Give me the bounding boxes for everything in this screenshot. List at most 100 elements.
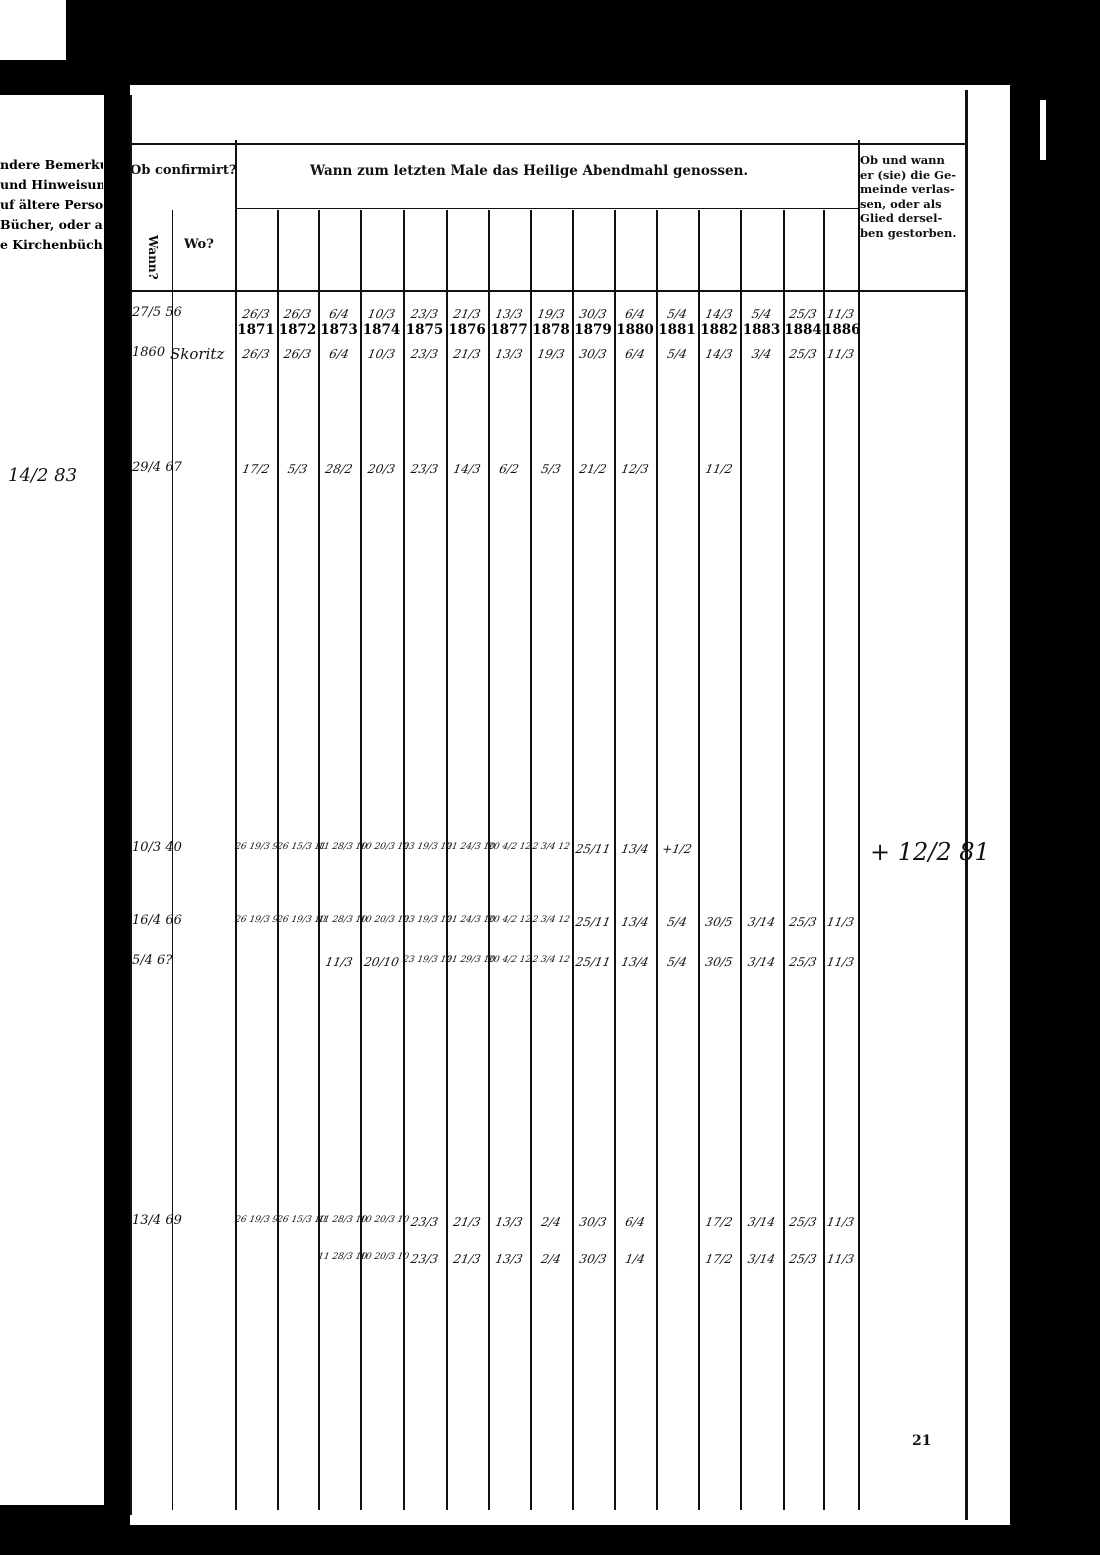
column-divider <box>488 210 490 1510</box>
communion-date-1878: 2/4 <box>540 1215 562 1229</box>
communion-date-1882: 30/5 <box>704 955 734 969</box>
column-divider <box>572 210 574 1510</box>
communion-date-1882: 14/3 <box>704 347 734 361</box>
communion-date-1880: 6/4 <box>624 1215 646 1229</box>
communion-date-1875: 23 19/3 10 <box>402 915 453 925</box>
border-right <box>965 90 968 1520</box>
left-line: uf ältere Perso- <box>0 197 103 212</box>
communion-date-1874: 10/3 <box>366 307 397 321</box>
communion-date-1872: 26 15/3 11 <box>276 842 327 852</box>
communion-date-1881: 5/4 <box>666 307 688 321</box>
entry-date-when: 1860 <box>132 345 166 360</box>
communion-date-1883: 3/14 <box>746 1215 777 1229</box>
left-line: und Hinweisun- <box>0 177 103 192</box>
header-line: Glied dersel- <box>860 211 943 225</box>
communion-date-1881: +1/2 <box>661 842 693 856</box>
communion-date-1884: 25/3 <box>788 955 818 969</box>
header-line: meinde verlas- <box>860 182 955 196</box>
column-divider <box>698 210 700 1510</box>
communion-date-1884: 25/3 <box>788 1252 818 1266</box>
divider-when <box>172 210 173 1510</box>
communion-date-1879: 30/3 <box>578 347 608 361</box>
communion-date-1874: 10/3 <box>366 347 397 361</box>
communion-date-1884: 25/3 <box>788 1215 818 1229</box>
year-header-1880: 1880 <box>616 322 654 338</box>
communion-date-1882: 17/2 <box>704 1215 734 1229</box>
communion-date-1877: 20 4/2 12 <box>487 955 533 965</box>
left-line: Bücher, oder auf <box>0 217 103 232</box>
entry-date-when: 10/3 40 <box>132 840 182 855</box>
communion-date-1880: 13/4 <box>620 915 650 929</box>
entry-date-when: 27/5 56 <box>132 305 182 320</box>
communion-date-1873: 11 28/3 10 <box>317 842 368 852</box>
scan-edge <box>0 0 66 60</box>
year-header-1886: 1886 <box>823 322 861 338</box>
communion-date-1880: 6/4 <box>624 347 646 361</box>
column-divider <box>740 210 742 1510</box>
communion-date-1872: 5/3 <box>286 462 309 476</box>
header-line: er (sie) die Ge- <box>860 167 957 182</box>
communion-date-1871: 17/2 <box>241 462 271 476</box>
communion-date-1883: 3/14 <box>746 1252 777 1266</box>
header-when: Wann? <box>146 235 160 280</box>
communion-date-1877: 13/3 <box>494 347 524 361</box>
page-number: 21 <box>912 1433 932 1449</box>
communion-date-1876: 21/3 <box>452 1252 482 1266</box>
communion-date-1873: 11 28/3 10 <box>317 915 368 925</box>
communion-date-1875: 23/3 <box>409 462 440 476</box>
communion-date-1881: 5/4 <box>666 915 688 929</box>
column-divider <box>783 210 785 1510</box>
communion-date-1880: 1/4 <box>624 1252 646 1266</box>
communion-date-1873: 11 28/3 10 <box>317 1252 368 1262</box>
communion-date-1872: 26/3 <box>282 347 313 361</box>
year-header-1876: 1876 <box>448 322 486 338</box>
header-where: Wo? <box>184 237 214 252</box>
column-divider <box>446 210 448 1510</box>
communion-date-1877: 13/3 <box>494 307 524 321</box>
communion-date-1880: 13/4 <box>620 842 650 856</box>
year-header-1883: 1883 <box>742 322 781 338</box>
communion-date-1874: 10 20/3 10 <box>359 915 410 925</box>
communion-date-1872: 26/3 <box>282 307 313 321</box>
year-header-1879: 1879 <box>574 322 612 338</box>
communion-date-1886: 11/3 <box>825 955 856 969</box>
year-header-1884: 1884 <box>784 322 822 338</box>
communion-date-1879: 21/2 <box>578 462 608 476</box>
year-header-1878: 1878 <box>532 322 570 338</box>
communion-date-1884: 25/3 <box>788 307 818 321</box>
communion-date-1884: 25/3 <box>788 915 818 929</box>
communion-date-1886: 11/3 <box>825 915 856 929</box>
header-confirmed: Ob confirmirt? <box>130 163 237 178</box>
communion-date-1878: 5/3 <box>540 462 562 476</box>
communion-date-1874: 10 20/3 10 <box>359 1252 410 1262</box>
communion-date-1886: 11/3 <box>825 1252 856 1266</box>
communion-date-1871: 26/3 <box>241 307 271 321</box>
communion-date-1873: 11/3 <box>324 955 354 969</box>
year-header-1882: 1882 <box>700 322 738 338</box>
header-line: ben gestorben. <box>860 225 957 240</box>
communion-date-1878: 2 3/4 12 <box>531 915 571 925</box>
communion-date-1876: 21/3 <box>452 307 482 321</box>
communion-date-1880: 12/3 <box>620 462 650 476</box>
communion-date-1881: 5/4 <box>666 955 688 969</box>
communion-date-1876: 21/3 <box>452 1215 482 1229</box>
communion-date-1886: 11/3 <box>825 347 856 361</box>
communion-date-1876: 21 24/3 10 <box>445 915 496 925</box>
left-page-note: 14/2 83 <box>8 465 78 486</box>
communion-date-1877: 20 4/2 12 <box>487 915 533 925</box>
communion-date-1883: 5/4 <box>750 307 773 321</box>
column-divider <box>360 210 362 1510</box>
communion-date-1878: 2 3/4 12 <box>531 955 571 965</box>
communion-date-1874: 20/3 <box>366 462 397 476</box>
communion-date-1879: 30/3 <box>578 1215 608 1229</box>
entry-place: Skoritz <box>170 345 225 363</box>
column-divider <box>656 210 658 1510</box>
communion-date-1878: 2 3/4 12 <box>531 842 571 852</box>
communion-date-1879: 30/3 <box>578 307 608 321</box>
communion-date-1873: 6/4 <box>328 307 350 321</box>
communion-date-1877: 20 4/2 12 <box>487 842 533 852</box>
communion-date-1874: 10 20/3 10 <box>359 1215 410 1225</box>
header-left-died: Ob und wann er (sie) die Ge- meinde verl… <box>860 153 956 240</box>
communion-date-1886: 11/3 <box>825 1215 856 1229</box>
